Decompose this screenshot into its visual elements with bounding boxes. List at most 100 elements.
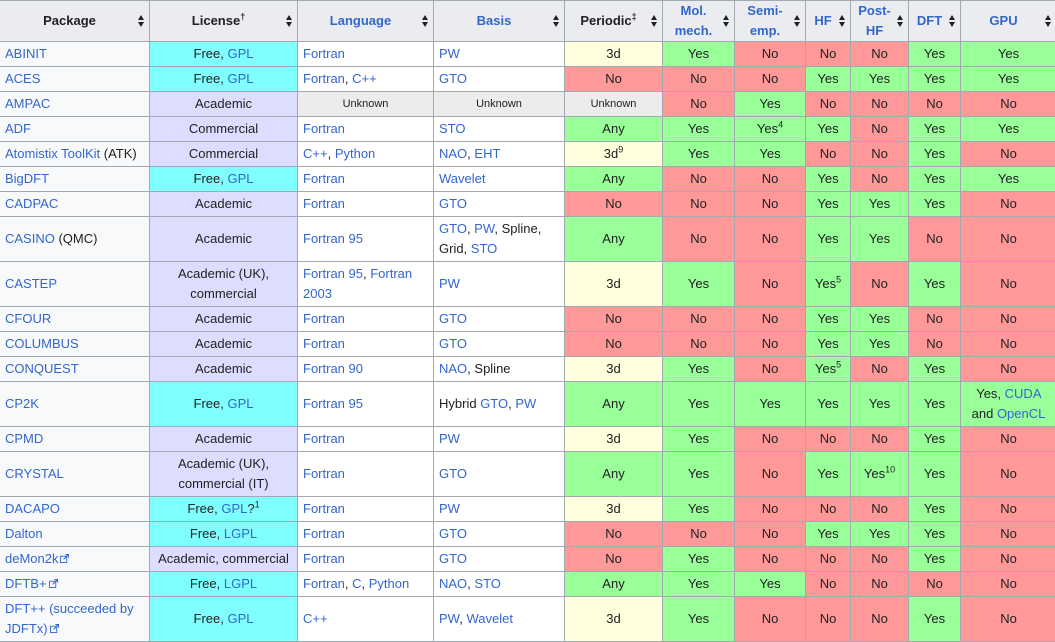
package-link[interactable]: CFOUR xyxy=(5,311,51,326)
sort-arrows-icon[interactable] xyxy=(138,14,145,28)
language-link[interactable]: Python xyxy=(369,576,409,591)
language-link[interactable]: Fortran 95 xyxy=(303,266,363,281)
basis-link[interactable]: PW xyxy=(439,501,460,516)
language-link[interactable]: Fortran xyxy=(303,576,345,591)
package-link[interactable]: ADF xyxy=(5,121,31,136)
header-gpu[interactable]: GPU xyxy=(961,1,1055,42)
gpu-link[interactable]: OpenCL xyxy=(997,406,1045,421)
language-link[interactable]: Fortran xyxy=(303,336,345,351)
language-link[interactable]: C++ xyxy=(303,146,328,161)
license-link[interactable]: GPL xyxy=(227,396,253,411)
package-link[interactable]: CP2K xyxy=(5,396,39,411)
gpu-link[interactable]: CUDA xyxy=(1005,386,1041,401)
basis-link[interactable]: GTO xyxy=(480,396,508,411)
basis-link[interactable]: STO xyxy=(474,576,501,591)
header-package[interactable]: Package xyxy=(0,1,150,42)
basis-link[interactable]: PW xyxy=(439,276,460,291)
header-dft[interactable]: DFT xyxy=(909,1,961,42)
basis-link[interactable]: GTO xyxy=(439,71,467,86)
language-link[interactable]: Fortran xyxy=(303,501,345,516)
license-link[interactable]: GPL xyxy=(227,611,253,626)
basis-link[interactable]: NAO xyxy=(439,361,467,376)
language-link[interactable]: Fortran 90 xyxy=(303,361,363,376)
license-link[interactable]: LGPL xyxy=(224,526,257,541)
sort-arrows-icon[interactable] xyxy=(553,14,560,28)
basis-link[interactable]: NAO xyxy=(439,576,467,591)
sort-arrows-icon[interactable] xyxy=(1045,14,1052,28)
language-link[interactable]: Fortran 95 xyxy=(303,396,363,411)
license-link[interactable]: GPL xyxy=(221,501,247,516)
header-hf[interactable]: HF xyxy=(806,1,851,42)
package-link[interactable]: CASTEP xyxy=(5,276,57,291)
footnote-ref[interactable]: 5 xyxy=(836,360,841,370)
footnote-ref[interactable]: 5 xyxy=(836,275,841,285)
package-link[interactable]: CADPAC xyxy=(5,196,58,211)
sort-arrows-icon[interactable] xyxy=(839,14,846,28)
header-semi-emp[interactable]: Semi-emp. xyxy=(735,1,806,42)
header-basis[interactable]: Basis xyxy=(434,1,565,42)
language-link[interactable]: C++ xyxy=(303,611,328,626)
package-link[interactable]: BigDFT xyxy=(5,171,49,186)
language-link[interactable]: Fortran xyxy=(303,171,345,186)
package-link[interactable]: CONQUEST xyxy=(5,361,79,376)
language-link[interactable]: Fortran xyxy=(303,526,345,541)
basis-link[interactable]: STO xyxy=(439,121,466,136)
basis-link[interactable]: GTO xyxy=(439,526,467,541)
sort-arrows-icon[interactable] xyxy=(794,14,801,28)
header-license[interactable]: License† xyxy=(150,1,298,42)
basis-link[interactable]: PW xyxy=(515,396,536,411)
basis-link[interactable]: PW xyxy=(474,221,494,236)
sort-arrows-icon[interactable] xyxy=(651,14,658,28)
package-link[interactable]: AMPAC xyxy=(5,96,50,111)
package-link[interactable]: Dalton xyxy=(5,526,43,541)
sort-arrows-icon[interactable] xyxy=(897,14,904,28)
license-link[interactable]: GPL xyxy=(227,46,253,61)
license-link[interactable]: LGPL xyxy=(224,576,257,591)
package-link[interactable]: Atomistix ToolKit xyxy=(5,146,100,161)
basis-link[interactable]: GTO xyxy=(439,551,467,566)
package-link[interactable]: CASINO xyxy=(5,231,55,246)
language-link[interactable]: Fortran xyxy=(303,311,345,326)
basis-link[interactable]: EHT xyxy=(474,146,500,161)
package-link[interactable]: CRYSTAL xyxy=(5,466,64,481)
package-link[interactable]: DFT++ (succeeded by JDFTx) xyxy=(5,601,134,636)
language-link[interactable]: Fortran xyxy=(303,196,345,211)
language-link[interactable]: C xyxy=(352,576,361,591)
basis-link[interactable]: GTO xyxy=(439,221,467,236)
basis-link[interactable]: GTO xyxy=(439,466,467,481)
basis-link[interactable]: STO xyxy=(471,241,498,256)
language-link[interactable]: C++ xyxy=(352,71,377,86)
footnote-ref[interactable]: 1 xyxy=(255,500,260,510)
footnote-ref[interactable]: 9 xyxy=(618,145,623,155)
basis-link[interactable]: Wavelet xyxy=(466,611,512,626)
language-link[interactable]: Fortran xyxy=(303,431,345,446)
basis-link[interactable]: GTO xyxy=(439,336,467,351)
language-link[interactable]: Fortran 95 xyxy=(303,231,363,246)
language-link[interactable]: Fortran xyxy=(303,551,345,566)
basis-link[interactable]: NAO xyxy=(439,146,467,161)
package-link[interactable]: ACES xyxy=(5,71,40,86)
header-post-hf[interactable]: Post-HF xyxy=(851,1,909,42)
language-link[interactable]: Fortran xyxy=(303,46,345,61)
footnote-ref[interactable]: 4 xyxy=(778,120,783,130)
package-link[interactable]: COLUMBUS xyxy=(5,336,79,351)
basis-link[interactable]: GTO xyxy=(439,196,467,211)
language-link[interactable]: Fortran xyxy=(303,466,345,481)
header-language[interactable]: Language xyxy=(298,1,434,42)
header-periodic[interactable]: Periodic‡ xyxy=(565,1,663,42)
language-link[interactable]: Python xyxy=(335,146,375,161)
language-link[interactable]: Fortran xyxy=(303,71,345,86)
basis-link[interactable]: Wavelet xyxy=(439,171,485,186)
basis-link[interactable]: PW xyxy=(439,46,460,61)
basis-link[interactable]: PW xyxy=(439,431,460,446)
package-link[interactable]: ABINIT xyxy=(5,46,47,61)
package-link[interactable]: DACAPO xyxy=(5,501,60,516)
sort-arrows-icon[interactable] xyxy=(286,14,293,28)
package-link[interactable]: deMon2k xyxy=(5,551,58,566)
sort-arrows-icon[interactable] xyxy=(949,14,956,28)
language-link[interactable]: Fortran xyxy=(303,121,345,136)
basis-link[interactable]: PW xyxy=(439,611,459,626)
package-link[interactable]: CPMD xyxy=(5,431,43,446)
sort-arrows-icon[interactable] xyxy=(422,14,429,28)
basis-link[interactable]: GTO xyxy=(439,311,467,326)
